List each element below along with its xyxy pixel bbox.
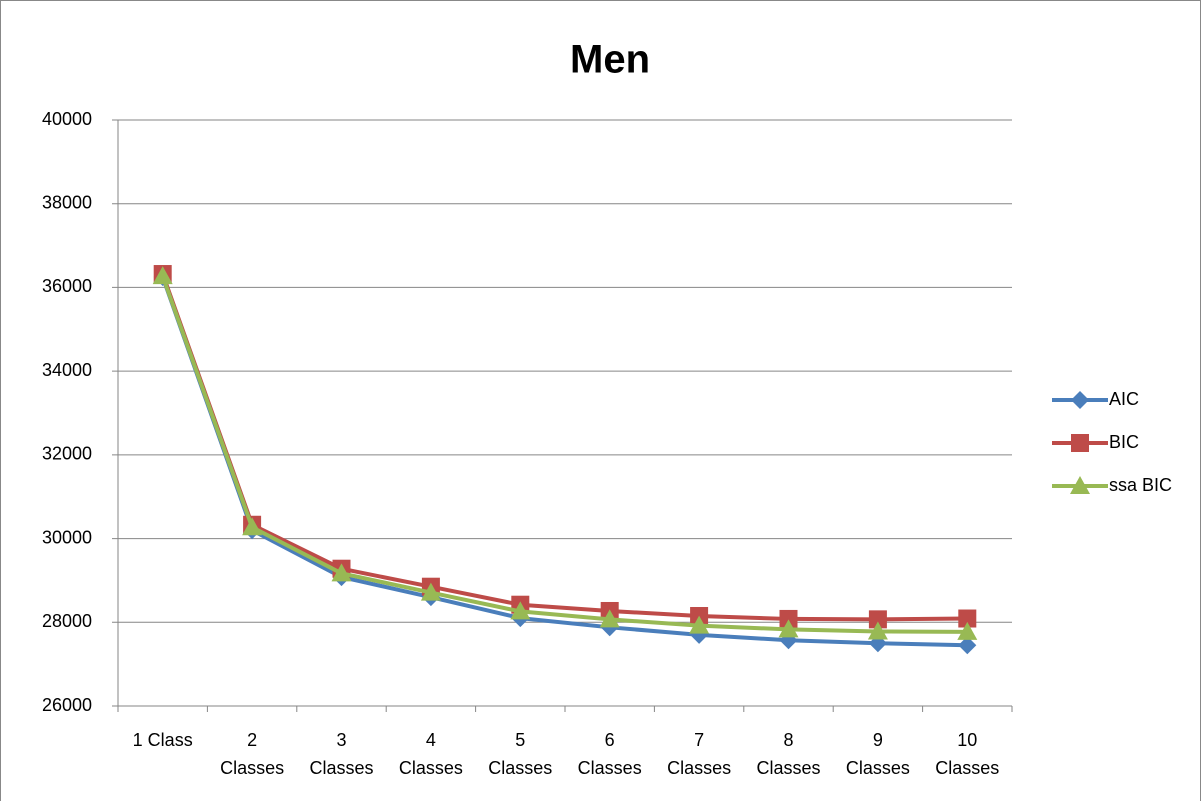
series-line [160,275,968,634]
y-tick-label: 40000 [42,109,92,129]
data-point [152,266,173,285]
chart-title: Men [570,38,650,82]
x-tick-label: 2 Classes [220,730,285,778]
legend-marker [1071,391,1089,409]
data-point [868,610,887,629]
x-tick-label: 10 Classes [935,730,1000,778]
x-tick-label: 3 Classes [309,730,374,778]
y-tick-label: 36000 [42,276,92,296]
x-tick-label: 9 Classes [845,730,910,778]
legend-marker [1070,476,1090,494]
data-point [779,609,798,628]
y-tick-label: 30000 [42,527,92,547]
data-point [958,609,977,628]
y-tick-label: 26000 [42,695,92,715]
data-point [689,615,710,634]
data-point [510,601,531,620]
data-point [420,582,441,601]
legend-marker [1071,434,1089,452]
x-tick-label: 1 Class [132,730,193,750]
data-point [242,517,263,536]
data-point [958,636,977,655]
y-tick-label: 28000 [42,611,92,631]
x-tick-label: 4 Classes [398,730,463,778]
y-tick-label: 38000 [42,192,92,212]
data-point [331,563,352,582]
data-point [867,621,888,640]
data-point [599,609,620,628]
x-tick-label: 7 Classes [667,730,732,778]
series-line [160,276,968,648]
y-tick-label: 32000 [42,444,92,464]
series-line [160,273,968,622]
data-point [957,621,978,640]
legend-label: AIC [1109,389,1139,409]
legend-label: ssa BIC [1109,475,1172,495]
data-point [778,619,799,638]
x-tick-label: 6 Classes [577,730,642,778]
x-tick-label: 5 Classes [488,730,553,778]
x-tick-label: 8 Classes [756,730,821,778]
legend-label: BIC [1109,432,1139,452]
y-tick-label: 34000 [42,360,92,380]
